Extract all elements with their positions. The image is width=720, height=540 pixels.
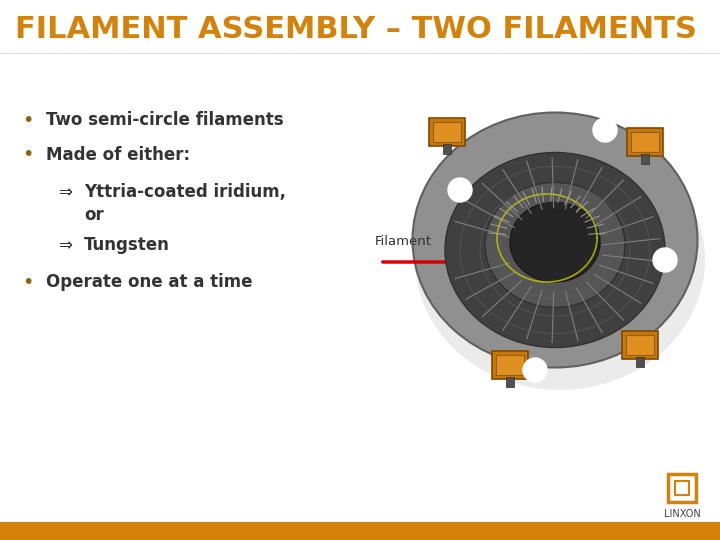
Text: Tungsten: Tungsten [84, 236, 170, 254]
Text: •: • [22, 145, 33, 165]
Circle shape [523, 358, 547, 382]
Bar [668, 474, 696, 502]
Text: Made of either:: Made of either: [46, 146, 190, 164]
Text: Two semi-circle filaments: Two semi-circle filaments [46, 111, 284, 129]
Text: ⇒: ⇒ [58, 183, 72, 201]
FancyBboxPatch shape [443, 144, 451, 154]
FancyBboxPatch shape [492, 351, 528, 379]
Text: LINXON: LINXON [664, 509, 701, 519]
Circle shape [653, 248, 677, 272]
Ellipse shape [413, 112, 698, 368]
Text: Operate one at a time: Operate one at a time [46, 273, 253, 291]
Ellipse shape [510, 202, 600, 282]
FancyBboxPatch shape [631, 132, 659, 152]
FancyBboxPatch shape [429, 118, 465, 146]
FancyBboxPatch shape [627, 128, 663, 156]
FancyBboxPatch shape [626, 335, 654, 355]
FancyBboxPatch shape [496, 355, 524, 375]
Text: FILAMENT ASSEMBLY – TWO FILAMENTS: FILAMENT ASSEMBLY – TWO FILAMENTS [15, 16, 697, 44]
Ellipse shape [485, 183, 625, 307]
FancyBboxPatch shape [641, 154, 649, 164]
Text: Filament: Filament [375, 235, 432, 248]
Circle shape [593, 118, 617, 142]
Bar [675, 481, 689, 495]
Bar [673, 479, 691, 497]
Text: ⇒: ⇒ [58, 236, 72, 254]
Ellipse shape [415, 130, 705, 390]
FancyBboxPatch shape [433, 122, 461, 142]
FancyBboxPatch shape [636, 357, 644, 367]
Text: Yttria-coated iridium,: Yttria-coated iridium, [84, 183, 286, 201]
Circle shape [448, 178, 472, 202]
FancyBboxPatch shape [622, 331, 658, 359]
Bar [0, 522, 720, 540]
FancyBboxPatch shape [506, 377, 514, 387]
Ellipse shape [445, 152, 665, 348]
Text: RGA Hardware and How an RGA Works: RGA Hardware and How an RGA Works [252, 526, 468, 536]
Text: •: • [22, 273, 33, 292]
Text: or: or [84, 206, 104, 224]
Text: •: • [22, 111, 33, 130]
